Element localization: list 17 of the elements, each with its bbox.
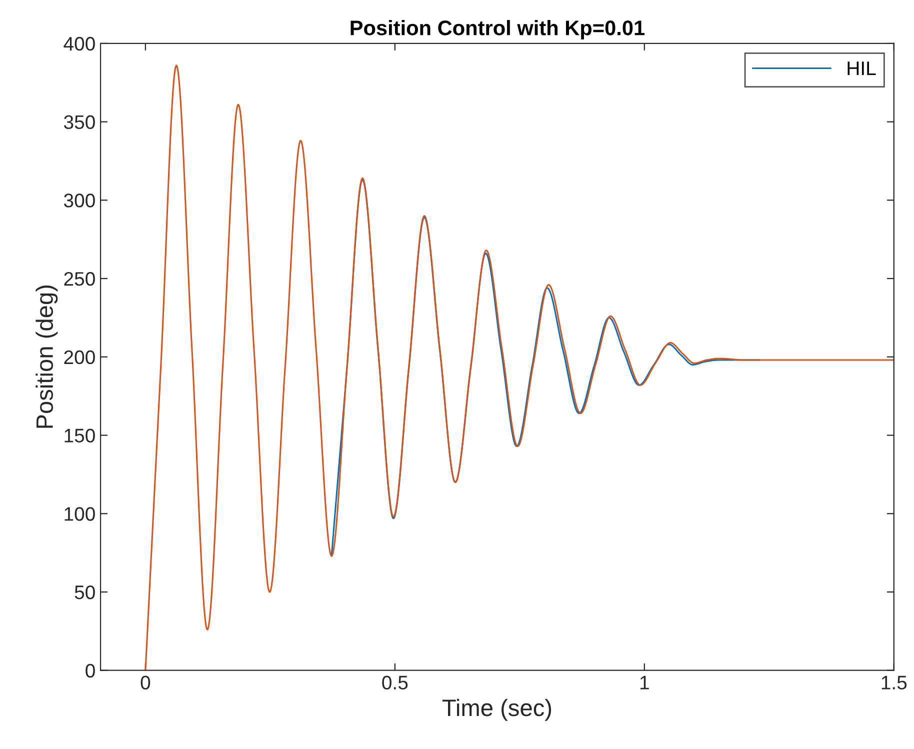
y-tick-label: 0 <box>86 664 95 678</box>
y-tick-label: 150 <box>64 428 95 442</box>
y-tick-label: 300 <box>64 194 95 208</box>
x-tick-label: 0.5 <box>382 676 408 690</box>
y-tick-label: 200 <box>64 350 95 364</box>
y-tick-label: 250 <box>64 272 95 286</box>
x-tick-label: 1 <box>640 676 649 690</box>
x-tick-label: 0 <box>140 676 150 690</box>
y-tick-label: 100 <box>64 507 95 521</box>
chart-title: Position Control with Kp=0.01 <box>350 20 645 40</box>
y-tick-label: 50 <box>74 585 95 600</box>
legend-label: HIL <box>848 62 876 76</box>
y-tick-label: 350 <box>64 115 95 130</box>
y-tick-label: 400 <box>64 36 95 51</box>
x-axis-title: Time (sec) <box>442 698 552 721</box>
y-axis-title: Position (deg) <box>36 286 58 428</box>
x-tick-label: 1.5 <box>882 676 907 690</box>
